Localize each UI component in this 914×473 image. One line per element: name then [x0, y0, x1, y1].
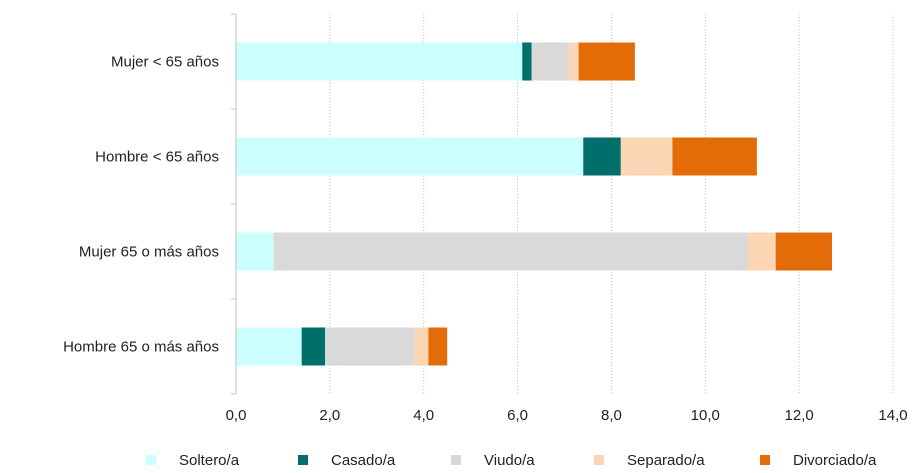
legend-swatch [451, 455, 461, 465]
x-tick-label: 2,0 [319, 407, 340, 424]
legend-label: Divorciado/a [793, 452, 877, 469]
category-label: Hombre 65 o más años [63, 339, 219, 356]
legend-swatch [146, 455, 156, 465]
bar-segment [236, 327, 302, 366]
x-tick-label: 0,0 [226, 407, 247, 424]
x-tick-labels: 0,0 2,0 4,0 6,0 8,0 10,0 12,0 14,0 [226, 407, 908, 424]
category-label: Mujer 65 o más años [79, 244, 219, 261]
bar-segment [672, 137, 757, 176]
bar-segment [620, 137, 673, 176]
bar-segment [747, 232, 776, 271]
legend-label: Separado/a [627, 452, 705, 469]
bar-segment [301, 327, 326, 366]
bar-segment [273, 232, 748, 271]
legend-swatch [760, 455, 770, 465]
bar-segment [428, 327, 448, 366]
legend-label: Viudo/a [484, 452, 535, 469]
category-labels: Mujer < 65 años Hombre < 65 años Mujer 65 … [63, 54, 219, 356]
bar-segment [775, 232, 832, 271]
x-tick-label: 10,0 [691, 407, 720, 424]
bar-segment [236, 137, 584, 176]
legend-swatch [298, 455, 308, 465]
bar-segment [236, 42, 523, 81]
bar-segment [414, 327, 429, 366]
bar-segment [522, 42, 532, 81]
bar-segment [325, 327, 415, 366]
bar-segment [236, 232, 274, 271]
legend-label: Soltero/a [179, 452, 240, 469]
axes [231, 13, 237, 395]
category-label: Hombre < 65 años [95, 149, 219, 166]
bar-segment [569, 42, 579, 81]
bar-segment [583, 137, 621, 176]
category-label: Mujer < 65 años [111, 54, 219, 71]
x-tick-label: 8,0 [601, 407, 622, 424]
legend-label: Casado/a [331, 452, 396, 469]
x-tick-label: 6,0 [507, 407, 528, 424]
x-tick-label: 4,0 [413, 407, 434, 424]
legend: Soltero/a Casado/a Viudo/a Separado/a Divorc… [146, 452, 877, 469]
x-tick-label: 14,0 [878, 407, 907, 424]
x-tick-label: 12,0 [785, 407, 814, 424]
legend-swatch [594, 455, 604, 465]
bar-segment [531, 42, 570, 81]
bar-segment [578, 42, 635, 81]
bars-group [236, 42, 832, 366]
